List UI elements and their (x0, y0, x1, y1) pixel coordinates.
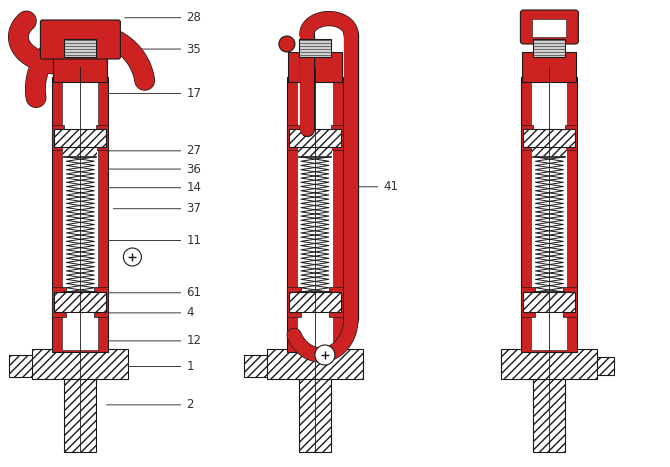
FancyBboxPatch shape (331, 125, 343, 150)
FancyBboxPatch shape (521, 10, 578, 44)
FancyBboxPatch shape (521, 77, 578, 352)
FancyBboxPatch shape (54, 129, 107, 147)
FancyBboxPatch shape (52, 77, 109, 352)
Text: 61: 61 (107, 286, 201, 299)
Text: 4: 4 (107, 306, 194, 319)
FancyBboxPatch shape (287, 125, 299, 150)
FancyBboxPatch shape (288, 52, 342, 82)
Text: 12: 12 (107, 334, 201, 347)
Text: 28: 28 (125, 11, 201, 24)
FancyBboxPatch shape (299, 372, 331, 452)
Text: 37: 37 (113, 202, 201, 215)
FancyBboxPatch shape (298, 142, 332, 156)
FancyBboxPatch shape (40, 20, 121, 59)
FancyBboxPatch shape (299, 39, 331, 57)
FancyBboxPatch shape (523, 292, 576, 312)
FancyBboxPatch shape (563, 287, 578, 317)
Circle shape (315, 345, 335, 365)
FancyBboxPatch shape (592, 357, 614, 375)
FancyBboxPatch shape (297, 79, 333, 350)
FancyBboxPatch shape (531, 79, 567, 350)
FancyBboxPatch shape (52, 125, 64, 150)
FancyBboxPatch shape (64, 372, 96, 452)
FancyBboxPatch shape (533, 39, 565, 57)
FancyBboxPatch shape (298, 293, 332, 307)
FancyBboxPatch shape (96, 125, 109, 150)
FancyBboxPatch shape (533, 142, 566, 156)
Text: 17: 17 (105, 87, 201, 100)
FancyBboxPatch shape (289, 292, 341, 312)
FancyBboxPatch shape (565, 125, 578, 150)
Circle shape (279, 36, 295, 52)
FancyBboxPatch shape (501, 349, 598, 379)
FancyBboxPatch shape (329, 287, 343, 317)
FancyBboxPatch shape (523, 129, 576, 147)
FancyBboxPatch shape (62, 79, 98, 350)
FancyBboxPatch shape (533, 293, 566, 307)
FancyBboxPatch shape (267, 349, 363, 379)
FancyBboxPatch shape (54, 52, 107, 82)
FancyBboxPatch shape (94, 287, 109, 317)
FancyBboxPatch shape (64, 293, 97, 307)
Text: 11: 11 (107, 234, 201, 247)
Text: 2: 2 (107, 398, 194, 411)
FancyBboxPatch shape (289, 129, 341, 147)
FancyBboxPatch shape (52, 287, 66, 317)
FancyBboxPatch shape (32, 349, 129, 379)
Text: 35: 35 (113, 42, 201, 56)
FancyBboxPatch shape (523, 52, 576, 82)
FancyBboxPatch shape (287, 77, 343, 352)
FancyBboxPatch shape (533, 19, 566, 37)
FancyBboxPatch shape (64, 142, 97, 156)
Text: 14: 14 (107, 181, 201, 194)
FancyBboxPatch shape (9, 355, 38, 377)
Circle shape (123, 248, 141, 266)
FancyBboxPatch shape (287, 287, 301, 317)
Text: 1: 1 (107, 360, 194, 373)
FancyBboxPatch shape (521, 287, 535, 317)
Text: 27: 27 (107, 144, 201, 157)
Text: 41: 41 (341, 180, 398, 193)
FancyBboxPatch shape (244, 355, 272, 377)
FancyBboxPatch shape (54, 292, 107, 312)
Text: 36: 36 (107, 163, 201, 176)
FancyBboxPatch shape (64, 39, 96, 57)
FancyBboxPatch shape (533, 372, 565, 452)
FancyBboxPatch shape (521, 125, 533, 150)
